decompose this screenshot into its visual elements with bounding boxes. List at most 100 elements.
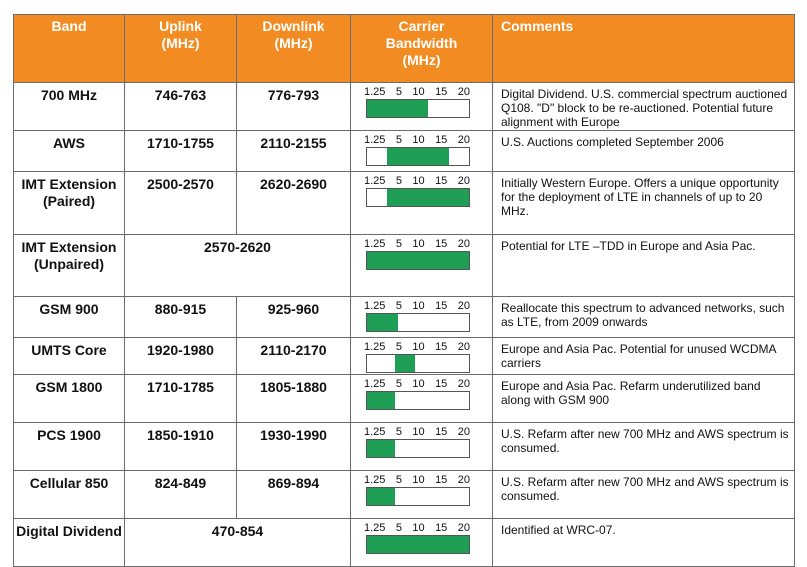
scale-tick-label: 20 (457, 134, 470, 146)
bandwidth-indicator: 1.25 5 10 15 20 (364, 86, 472, 118)
carrier-bandwidth-cell: 1.25 5 10 15 20 (350, 82, 493, 131)
comment-cell: Identified at WRC-07. (492, 518, 795, 567)
scale-tick-label: 15 (435, 134, 448, 146)
scale-tick-label: 1.25 (364, 378, 386, 390)
bandwidth-indicator: 1.25 5 10 15 20 (364, 300, 472, 332)
bandwidth-indicator: 1.25 5 10 15 20 (364, 474, 472, 506)
scale-tick-label: 20 (457, 378, 470, 390)
table-row: Cellular 850 824-849 869-894 1.25 5 10 15 20 U.S… (13, 470, 795, 519)
spectrum-bands-table: Band Uplink (MHz) Downlink (MHz) Carrier Ba… (13, 14, 795, 567)
carrier-bandwidth-cell: 1.25 5 10 15 20 (350, 296, 493, 338)
bandwidth-scale: 1.25 5 10 15 20 (364, 522, 470, 534)
band-cell: IMT Extension (Unpaired) (13, 234, 125, 297)
uplink-cell: 1920-1980 (124, 337, 237, 375)
scale-tick-label: 15 (435, 300, 448, 312)
downlink-cell: 2110-2155 (236, 130, 351, 172)
scale-tick-label: 5 (395, 341, 402, 353)
uplink-cell: 880-915 (124, 296, 237, 338)
downlink-cell: 1805-1880 (236, 374, 351, 423)
bandwidth-bar (366, 188, 470, 207)
comment-cell: Europe and Asia Pac. Potential for unuse… (492, 337, 795, 375)
bandwidth-bar (366, 99, 470, 118)
scale-tick-label: 15 (435, 474, 448, 486)
bandwidth-bar (366, 251, 470, 270)
table-row: GSM 1800 1710-1785 1805-1880 1.25 5 10 15 20 Eur… (13, 374, 795, 423)
table-row: AWS 1710-1755 2110-2155 1.25 5 10 15 20 U.S. Auc… (13, 130, 795, 172)
scale-tick-label: 1.25 (364, 300, 386, 312)
scale-tick-label: 20 (457, 341, 470, 353)
scale-tick-label: 5 (395, 378, 402, 390)
uplink-cell: 2500-2570 (124, 171, 237, 235)
scale-tick-label: 15 (435, 341, 448, 353)
scale-tick-label: 20 (457, 300, 470, 312)
bandwidth-indicator: 1.25 5 10 15 20 (364, 426, 472, 458)
comment-cell: Digital Dividend. U.S. commercial spectr… (492, 82, 795, 131)
comment-cell: Initially Western Europe. Offers a uniqu… (492, 171, 795, 235)
bandwidth-bar (366, 147, 470, 166)
scale-tick-label: 20 (457, 238, 470, 250)
band-cell: Cellular 850 (13, 470, 125, 519)
scale-tick-label: 20 (457, 474, 470, 486)
scale-tick-label: 5 (395, 238, 402, 250)
comment-cell: Potential for LTE –TDD in Europe and Asi… (492, 234, 795, 297)
scale-tick-label: 5 (395, 522, 402, 534)
combined-range-cell: 2570-2620 (124, 234, 351, 297)
bandwidth-scale: 1.25 5 10 15 20 (364, 341, 470, 353)
bandwidth-indicator: 1.25 5 10 15 20 (364, 134, 472, 166)
scale-tick-label: 5 (395, 86, 402, 98)
band-cell: UMTS Core (13, 337, 125, 375)
scale-tick-label: 10 (412, 378, 425, 390)
uplink-cell: 824-849 (124, 470, 237, 519)
comment-cell: Europe and Asia Pac. Refarm underutilize… (492, 374, 795, 423)
bandwidth-scale: 1.25 5 10 15 20 (364, 134, 470, 146)
bandwidth-fill (394, 355, 415, 372)
bandwidth-fill (367, 100, 429, 117)
bandwidth-scale: 1.25 5 10 15 20 (364, 300, 470, 312)
bandwidth-bar (366, 354, 470, 373)
bandwidth-fill (367, 536, 469, 553)
table-row: PCS 1900 1850-1910 1930-1990 1.25 5 10 15 20 U.S… (13, 422, 795, 471)
scale-tick-label: 15 (435, 175, 448, 187)
bandwidth-bar (366, 439, 470, 458)
carrier-bandwidth-cell: 1.25 5 10 15 20 (350, 374, 493, 423)
scale-tick-label: 10 (412, 175, 425, 187)
carrier-bandwidth-cell: 1.25 5 10 15 20 (350, 171, 493, 235)
table-row: IMT Extension (Unpaired) 2570-2620 1.25 5 10… (13, 234, 795, 297)
scale-tick-label: 10 (412, 341, 425, 353)
bandwidth-scale: 1.25 5 10 15 20 (364, 86, 470, 98)
carrier-bandwidth-cell: 1.25 5 10 15 20 (350, 337, 493, 375)
scale-tick-label: 1.25 (364, 238, 386, 250)
band-cell: PCS 1900 (13, 422, 125, 471)
header-row: Band Uplink (MHz) Downlink (MHz) Carrier Ba… (13, 14, 795, 83)
bandwidth-fill (387, 148, 449, 165)
scale-tick-label: 5 (395, 426, 402, 438)
header-carrier-bandwidth: Carrier Bandwidth (MHz) (350, 14, 493, 83)
downlink-cell: 1930-1990 (236, 422, 351, 471)
uplink-cell: 746-763 (124, 82, 237, 131)
bandwidth-fill (367, 488, 395, 505)
downlink-cell: 776-793 (236, 82, 351, 131)
table-body: 700 MHz 746-763 776-793 1.25 5 10 15 20 Digital … (13, 82, 795, 567)
band-cell: Digital Dividend (13, 518, 125, 567)
combined-range-cell: 470-854 (124, 518, 351, 567)
scale-tick-label: 10 (412, 86, 425, 98)
table-row: UMTS Core 1920-1980 2110-2170 1.25 5 10 15 20 Eu… (13, 337, 795, 375)
scale-tick-label: 20 (457, 86, 470, 98)
band-cell: GSM 1800 (13, 374, 125, 423)
bandwidth-indicator: 1.25 5 10 15 20 (364, 522, 472, 554)
table-row: GSM 900 880-915 925-960 1.25 5 10 15 20 Realloca… (13, 296, 795, 338)
scale-tick-label: 15 (435, 238, 448, 250)
uplink-cell: 1850-1910 (124, 422, 237, 471)
scale-tick-label: 1.25 (364, 134, 386, 146)
scale-tick-label: 1.25 (364, 522, 386, 534)
table-row: Digital Dividend 470-854 1.25 5 10 15 20 Identi… (13, 518, 795, 567)
bandwidth-bar (366, 535, 470, 554)
bandwidth-indicator: 1.25 5 10 15 20 (364, 378, 472, 410)
bandwidth-scale: 1.25 5 10 15 20 (364, 378, 470, 390)
bandwidth-bar (366, 313, 470, 332)
bandwidth-scale: 1.25 5 10 15 20 (364, 426, 470, 438)
scale-tick-label: 15 (435, 522, 448, 534)
bandwidth-fill (367, 252, 469, 269)
bandwidth-scale: 1.25 5 10 15 20 (364, 238, 470, 250)
downlink-cell: 925-960 (236, 296, 351, 338)
